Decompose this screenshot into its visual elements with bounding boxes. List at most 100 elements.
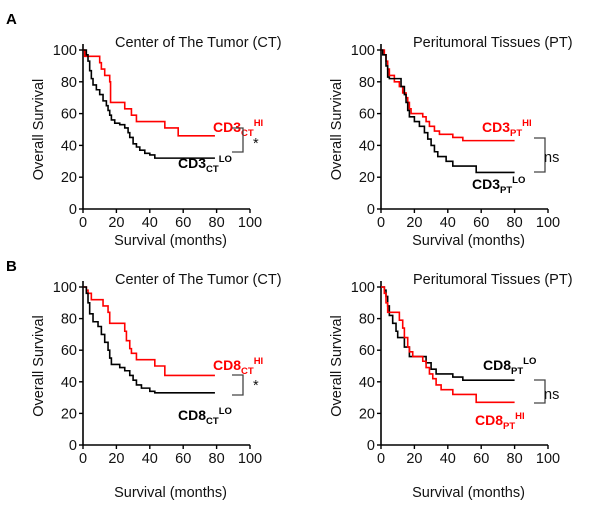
series-label-superscript: LO	[219, 154, 232, 165]
y-tick-label: 40	[359, 138, 375, 154]
panel-a-ct: A Center of The Tumor (CT) 0 20 40 60 80 100 0 20…	[6, 11, 282, 249]
km-curve-cd3-ct-lo	[83, 49, 215, 159]
x-tick-label: 80	[507, 451, 523, 467]
x-tick-label: 80	[209, 451, 225, 467]
series-label-main: CD8	[213, 357, 241, 373]
y-tick-label: 20	[61, 170, 77, 186]
x-tick-label: 100	[536, 215, 560, 231]
y-tick-label: 100	[351, 43, 375, 59]
chart-title: Peritumoral Tissues (PT)	[413, 272, 573, 288]
x-tick-label: 20	[406, 451, 422, 467]
y-tick-label: 80	[359, 75, 375, 91]
x-tick-label: 20	[406, 215, 422, 231]
y-tick-label: 0	[367, 438, 375, 454]
x-tick-label: 60	[473, 451, 489, 467]
x-tick-label: 40	[440, 451, 456, 467]
y-tick-label: 20	[61, 406, 77, 422]
y-tick-label: 60	[359, 107, 375, 123]
series-label-superscript: LO	[523, 356, 536, 367]
y-tick-label: 80	[61, 312, 77, 328]
y-tick-label: 100	[351, 280, 375, 296]
x-tick-label: 20	[108, 215, 124, 231]
y-axis-label: Overall Survival	[329, 315, 345, 417]
series-label-subscript: PT	[510, 128, 522, 139]
km-curve-cd8-ct-lo	[83, 286, 215, 394]
y-axis-label: Overall Survival	[329, 79, 345, 181]
x-tick-label: 20	[108, 451, 124, 467]
km-curve-cd8-pt-hi	[381, 286, 515, 404]
series-label-superscript: LO	[219, 406, 232, 417]
series-label-subscript: CT	[241, 366, 254, 377]
panel-letter: A	[6, 11, 17, 28]
series-label-subscript: PT	[503, 421, 515, 432]
x-tick-label: 60	[175, 451, 191, 467]
x-axis-label: Survival (months)	[114, 233, 227, 249]
x-tick-label: 40	[142, 451, 158, 467]
significance-bracket	[232, 374, 244, 396]
y-tick-label: 60	[61, 107, 77, 123]
y-tick-label: 80	[359, 312, 375, 328]
x-tick-label: 60	[473, 215, 489, 231]
series-label-lo: CD8PTLO	[483, 356, 536, 377]
panel-b-pt: Peritumoral Tissues (PT) 0 20 40 60 80 100 0 20 4…	[329, 272, 573, 501]
km-curve-cd3-ct-hi	[83, 49, 215, 137]
y-axis-label: Overall Survival	[31, 79, 47, 181]
series-label-main: CD3	[213, 119, 241, 135]
km-curve-cd3-pt-lo	[381, 49, 515, 174]
y-axis-label: Overall Survival	[31, 315, 47, 417]
significance-bracket	[232, 127, 244, 153]
x-tick-label: 40	[440, 215, 456, 231]
series-label-main: CD3	[482, 119, 510, 135]
x-tick-label: 0	[79, 451, 87, 467]
series-label-main: CD8	[178, 407, 206, 423]
x-tick-label: 40	[142, 215, 158, 231]
series-label-superscript: LO	[512, 175, 525, 186]
series-label-main: CD3	[472, 176, 500, 192]
series-label-subscript: CT	[206, 416, 219, 427]
x-axis-label: Survival (months)	[412, 233, 525, 249]
series-label-hi: CD3PTHI	[482, 118, 532, 139]
y-tick-label: 0	[69, 202, 77, 218]
series-label-subscript: CT	[206, 164, 219, 175]
series-label-hi: CD8CTHI	[213, 356, 263, 377]
series-label-superscript: HI	[254, 356, 264, 367]
panel-letter: B	[6, 258, 17, 275]
series-label-superscript: HI	[515, 411, 525, 422]
panel-a-pt: Peritumoral Tissues (PT) 0 20 40 60 80 100 0 20 4…	[329, 35, 573, 249]
series-label-hi: CD3CTHI	[213, 118, 263, 139]
significance-label: ns	[544, 387, 559, 403]
y-tick-label: 40	[359, 375, 375, 391]
significance-bracket	[534, 379, 546, 404]
series-label-subscript: PT	[500, 185, 512, 196]
x-tick-label: 0	[79, 215, 87, 231]
series-label-hi: CD8PTHI	[475, 411, 525, 432]
significance-label: *	[253, 136, 259, 152]
series-label-lo: CD3CTLO	[178, 154, 232, 175]
x-tick-label: 80	[209, 215, 225, 231]
y-tick-label: 20	[359, 406, 375, 422]
significance-label: ns	[544, 150, 559, 166]
y-tick-label: 100	[53, 280, 77, 296]
y-tick-label: 40	[61, 375, 77, 391]
series-label-main: CD3	[178, 155, 206, 171]
series-label-lo: CD3PTLO	[472, 175, 525, 196]
significance-bracket	[534, 137, 546, 173]
series-label-main: CD8	[475, 412, 503, 428]
x-tick-label: 100	[238, 451, 262, 467]
chart-title: Center of The Tumor (CT)	[115, 35, 282, 51]
series-label-superscript: HI	[254, 118, 264, 129]
x-tick-label: 100	[536, 451, 560, 467]
chart-title: Center of The Tumor (CT)	[115, 272, 282, 288]
x-tick-label: 100	[238, 215, 262, 231]
y-tick-label: 20	[359, 170, 375, 186]
panel-b-ct: B Center of The Tumor (CT) 0 20 40 60 80 100 0 20…	[6, 258, 282, 501]
km-curve-cd8-ct-hi	[83, 286, 215, 377]
y-tick-label: 60	[359, 343, 375, 359]
series-label-superscript: HI	[522, 118, 532, 129]
series-label-main: CD8	[483, 357, 511, 373]
x-tick-label: 80	[507, 215, 523, 231]
y-tick-label: 60	[61, 343, 77, 359]
y-tick-label: 0	[69, 438, 77, 454]
x-axis-label: Survival (months)	[412, 485, 525, 501]
